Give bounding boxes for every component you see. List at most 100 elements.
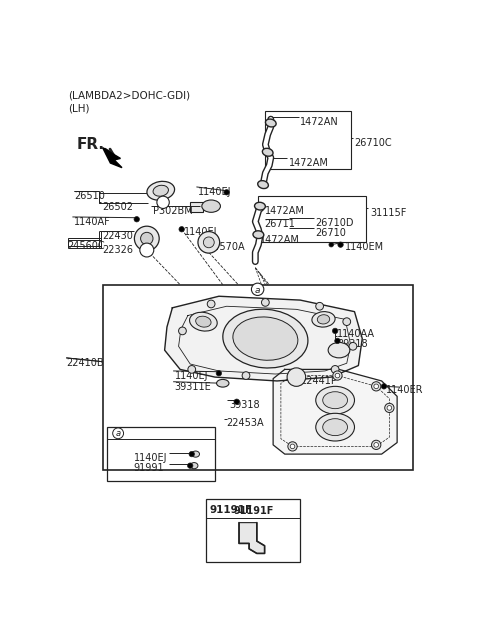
Text: 1140EM: 1140EM <box>345 243 384 252</box>
Text: 1472AM: 1472AM <box>288 157 328 168</box>
Ellipse shape <box>258 180 268 189</box>
Circle shape <box>374 442 379 447</box>
Text: (LH): (LH) <box>68 104 89 114</box>
Text: 26502: 26502 <box>103 202 133 212</box>
Text: 1140AF: 1140AF <box>74 217 111 227</box>
Text: 22441P: 22441P <box>300 376 337 385</box>
Circle shape <box>256 204 264 212</box>
Circle shape <box>157 196 169 209</box>
Text: 22410B: 22410B <box>66 358 104 368</box>
Circle shape <box>216 371 222 376</box>
Text: 26711: 26711 <box>264 220 296 229</box>
Circle shape <box>290 375 295 380</box>
Circle shape <box>372 381 381 391</box>
Text: 91191F: 91191F <box>210 506 252 515</box>
Text: 1140EJ: 1140EJ <box>175 371 208 381</box>
Polygon shape <box>103 148 122 168</box>
Ellipse shape <box>254 202 265 210</box>
Text: 1140ER: 1140ER <box>385 385 423 395</box>
Text: 22326: 22326 <box>103 244 133 255</box>
Ellipse shape <box>190 312 217 331</box>
Polygon shape <box>273 369 397 454</box>
Text: 22453A: 22453A <box>227 418 264 428</box>
Text: 26710C: 26710C <box>355 138 392 148</box>
Ellipse shape <box>216 380 229 387</box>
Circle shape <box>333 371 342 380</box>
Text: 39318: 39318 <box>229 400 260 410</box>
Text: 1140AA: 1140AA <box>337 330 375 339</box>
Circle shape <box>189 451 194 457</box>
Text: FR.: FR. <box>77 137 105 152</box>
Circle shape <box>267 119 275 127</box>
Circle shape <box>179 327 186 335</box>
Circle shape <box>316 303 324 310</box>
Ellipse shape <box>202 200 220 212</box>
Circle shape <box>288 442 297 451</box>
Circle shape <box>134 226 159 251</box>
Circle shape <box>204 237 214 248</box>
Text: a: a <box>255 286 260 296</box>
Text: 22430: 22430 <box>103 231 133 241</box>
Text: 39318: 39318 <box>337 339 368 349</box>
Text: 24570A: 24570A <box>207 243 245 252</box>
Ellipse shape <box>317 315 330 324</box>
Bar <box>190 202 204 212</box>
Ellipse shape <box>190 463 198 468</box>
Circle shape <box>290 444 295 449</box>
Bar <box>206 499 300 562</box>
Circle shape <box>372 440 381 449</box>
Bar <box>258 196 366 243</box>
Ellipse shape <box>192 451 200 457</box>
Circle shape <box>329 243 334 247</box>
Circle shape <box>113 428 123 438</box>
Circle shape <box>381 383 387 389</box>
Ellipse shape <box>147 181 175 200</box>
Circle shape <box>335 373 340 378</box>
Ellipse shape <box>263 148 273 156</box>
Ellipse shape <box>323 392 348 409</box>
Circle shape <box>188 365 196 373</box>
Circle shape <box>224 189 229 195</box>
Text: 1472AM: 1472AM <box>264 206 304 216</box>
Text: a: a <box>116 429 120 438</box>
Circle shape <box>207 300 215 308</box>
Ellipse shape <box>316 413 355 441</box>
Bar <box>103 285 413 470</box>
Ellipse shape <box>233 317 298 360</box>
Ellipse shape <box>253 231 264 239</box>
Circle shape <box>141 232 153 244</box>
Text: 26510: 26510 <box>74 191 105 201</box>
Circle shape <box>198 232 220 253</box>
Circle shape <box>292 373 300 381</box>
Circle shape <box>335 338 340 344</box>
Circle shape <box>287 368 306 387</box>
Text: P302BM: P302BM <box>153 206 193 216</box>
Circle shape <box>140 243 154 257</box>
Circle shape <box>254 231 262 239</box>
Text: (LAMBDA2>DOHC-GDI): (LAMBDA2>DOHC-GDI) <box>68 91 190 100</box>
Circle shape <box>134 216 139 222</box>
Ellipse shape <box>223 309 308 368</box>
Text: 91991: 91991 <box>133 463 164 474</box>
Text: 91191F: 91191F <box>234 506 274 516</box>
Polygon shape <box>239 523 264 554</box>
Ellipse shape <box>153 186 168 196</box>
Circle shape <box>262 298 269 307</box>
Circle shape <box>349 342 357 350</box>
Ellipse shape <box>265 119 276 127</box>
Circle shape <box>179 227 184 232</box>
Text: 1140EJ: 1140EJ <box>198 187 231 197</box>
Circle shape <box>374 384 379 388</box>
Text: 1140EJ: 1140EJ <box>133 452 167 463</box>
Text: 1472AN: 1472AN <box>300 117 339 127</box>
Ellipse shape <box>316 387 355 414</box>
Circle shape <box>188 463 193 468</box>
Text: 26710: 26710 <box>316 228 347 237</box>
Ellipse shape <box>196 316 211 327</box>
Circle shape <box>343 318 350 326</box>
Circle shape <box>338 242 343 247</box>
Ellipse shape <box>328 342 350 358</box>
Bar <box>107 427 215 481</box>
Circle shape <box>234 399 240 404</box>
Circle shape <box>333 328 338 333</box>
